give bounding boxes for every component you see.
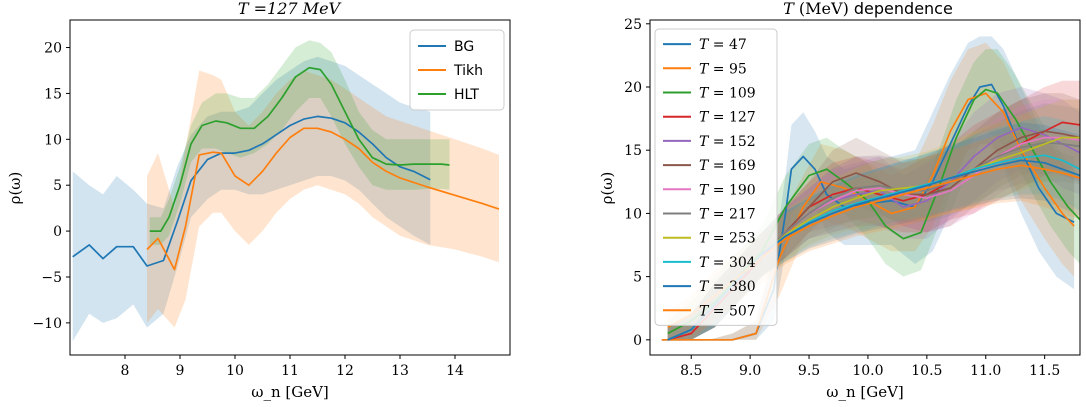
- left-lines: [72, 66, 500, 271]
- left-x-tick-label: 14: [446, 363, 464, 379]
- right-legend-label: T = 217: [699, 207, 756, 223]
- right-legend: T = 47 T = 95 T = 109 T = 127 T = 152 T = 169…: [654, 28, 778, 326]
- right-y-axis-label: ρ(ω): [598, 172, 616, 205]
- right-title-units: (MeV): [794, 0, 849, 18]
- right-band-8: [667, 99, 1080, 340]
- left-title-text: T =127 MeV: [238, 0, 342, 18]
- right-y-tick-label: 10: [624, 206, 642, 222]
- right-y-tick-label: 25: [624, 17, 642, 33]
- right-legend-label: T = 304: [699, 255, 756, 271]
- right-band-10: [667, 122, 1080, 340]
- right-legend-label: T = 152: [699, 134, 756, 150]
- right-x-tick-label: 8.5: [680, 363, 702, 379]
- left-x-tick-label: 8: [121, 363, 130, 379]
- right-title-T: T: [783, 0, 795, 18]
- left-bands: [72, 40, 499, 342]
- right-band-9: [667, 116, 1080, 340]
- left-legend: BG Tikh HLT: [409, 29, 505, 111]
- right-band-0: [661, 36, 1075, 340]
- left-x-tick-label: 13: [391, 363, 409, 379]
- right-legend-label: T = 190: [699, 182, 756, 198]
- right-legend-label: T = 127: [699, 110, 756, 126]
- left-y-tick-label: −5: [41, 270, 62, 286]
- right-plot-frame: [649, 19, 1081, 356]
- right-legend-label: T = 507: [699, 303, 756, 319]
- left-series-line-0: [72, 115, 431, 267]
- left-y-tick-label: 20: [44, 41, 62, 57]
- right-x-tick-label: 11.0: [970, 363, 1001, 379]
- right-title-suffix: dependence: [849, 0, 953, 18]
- right-y-tick-label: 0: [633, 333, 642, 349]
- left-chart-title: T =127 MeV: [238, 0, 342, 18]
- right-legend-label: T = 47: [699, 37, 747, 53]
- right-legend-label: T = 169: [699, 158, 756, 174]
- right-band-11: [667, 130, 1080, 340]
- right-y-tick-label: 5: [633, 270, 642, 286]
- right-legend-label: T = 95: [699, 61, 747, 77]
- right-legend-label: T = 109: [699, 86, 756, 102]
- left-y-tick-label: 15: [44, 86, 62, 102]
- right-chart: T (MeV) dependence 8.5 9.0 9.5 10.0 10.5 11.0…: [598, 0, 1081, 401]
- right-y-tick-label: 20: [624, 80, 642, 96]
- left-y-axis-label: ρ(ω): [6, 172, 24, 205]
- left-x-tick-label: 10: [226, 363, 244, 379]
- left-y-tick-label: −10: [32, 316, 62, 332]
- right-legend-label: T = 253: [699, 231, 756, 247]
- left-x-axis: 8 9 10 11 12 13 14: [121, 355, 464, 379]
- right-x-tick-label: 10.0: [852, 363, 883, 379]
- right-band-4: [667, 87, 1080, 340]
- left-series-line-1: [146, 127, 500, 271]
- left-y-axis: −10 −5 0 5 10 15 20: [32, 41, 70, 332]
- right-x-axis-label: ω_n [GeV]: [826, 383, 904, 401]
- right-y-tick-label: 15: [624, 143, 642, 159]
- left-y-tick-label: 10: [44, 132, 62, 148]
- right-band-7: [667, 103, 1080, 340]
- left-legend-box: [409, 29, 505, 111]
- right-x-tick-label: 11.5: [1029, 363, 1060, 379]
- right-chart-title: T (MeV) dependence: [783, 0, 953, 18]
- left-x-tick-label: 9: [176, 363, 185, 379]
- left-y-tick-label: 5: [53, 178, 62, 194]
- left-x-axis-label: ω_n [GeV]: [251, 383, 329, 401]
- right-series-line-1: [661, 92, 1075, 341]
- right-x-axis: 8.5 9.0 9.5 10.0 10.5 11.0 11.5: [680, 355, 1060, 379]
- right-legend-label: T = 380: [699, 279, 756, 295]
- left-band-0: [72, 56, 431, 342]
- left-band-1: [147, 70, 499, 328]
- left-legend-label: BG: [454, 39, 474, 55]
- left-legend-label: Tikh: [453, 63, 483, 79]
- left-chart: T =127 MeV 8 9 10 11 12 13 14 −10 −5 0 5 10 15 20 ω_…: [6, 0, 511, 401]
- right-band-6: [667, 99, 1080, 340]
- left-band-2: [149, 40, 450, 245]
- right-band-2: [667, 49, 1080, 340]
- right-x-tick-label: 10.5: [911, 363, 942, 379]
- left-series-line-2: [149, 66, 450, 232]
- right-x-tick-label: 9.5: [798, 363, 820, 379]
- right-legend-box: [654, 28, 778, 326]
- right-x-tick-label: 9.0: [739, 363, 761, 379]
- left-x-tick-label: 12: [336, 363, 354, 379]
- right-y-axis: 0 5 10 15 20 25: [624, 17, 650, 349]
- left-x-tick-label: 11: [281, 363, 299, 379]
- left-y-tick-label: 0: [53, 224, 62, 240]
- left-legend-label: HLT: [454, 87, 479, 103]
